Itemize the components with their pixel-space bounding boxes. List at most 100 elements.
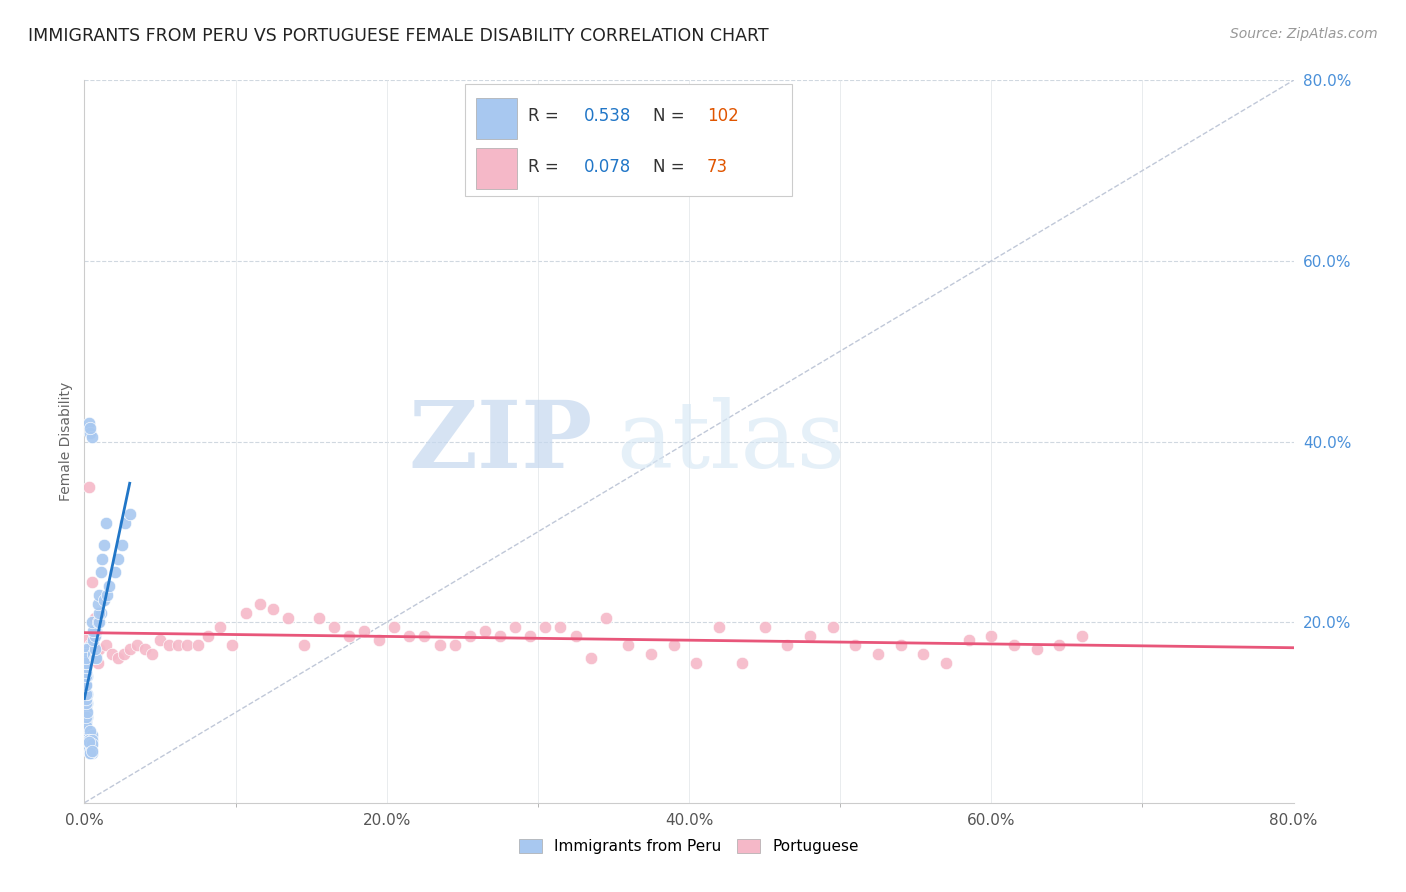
Point xyxy=(685,656,707,670)
Point xyxy=(97,579,120,593)
Point xyxy=(75,656,97,670)
Point xyxy=(640,647,662,661)
Point xyxy=(86,647,108,661)
Text: 0.538: 0.538 xyxy=(583,107,631,126)
Point xyxy=(75,647,97,661)
Point xyxy=(76,710,98,724)
Point xyxy=(776,638,799,652)
Point xyxy=(209,620,232,634)
Point xyxy=(337,629,360,643)
FancyBboxPatch shape xyxy=(477,148,517,189)
Point xyxy=(731,656,754,670)
Point xyxy=(80,615,103,630)
Point xyxy=(292,638,315,652)
Point xyxy=(75,687,97,701)
Point xyxy=(429,638,451,652)
Point xyxy=(75,648,97,663)
Point xyxy=(197,629,219,643)
Point xyxy=(96,588,118,602)
Point xyxy=(617,638,640,652)
Point xyxy=(844,638,866,652)
Y-axis label: Female Disability: Female Disability xyxy=(59,382,73,501)
Text: R =: R = xyxy=(529,107,558,126)
Point xyxy=(709,620,731,634)
Point xyxy=(76,669,98,683)
Point xyxy=(89,642,111,657)
Point xyxy=(80,744,103,758)
Point xyxy=(104,566,127,580)
Point xyxy=(75,687,97,701)
Text: atlas: atlas xyxy=(616,397,845,486)
Point xyxy=(94,516,117,530)
Point xyxy=(76,706,98,720)
Point xyxy=(1002,638,1025,652)
Point xyxy=(90,606,112,620)
Point xyxy=(77,649,100,664)
Point xyxy=(75,656,97,670)
Point xyxy=(75,732,97,747)
Point xyxy=(75,678,97,692)
Text: R =: R = xyxy=(529,158,558,176)
Point xyxy=(75,656,97,670)
Point xyxy=(80,574,103,589)
Point xyxy=(79,425,101,440)
Point xyxy=(89,615,111,630)
Point xyxy=(75,660,97,674)
Point xyxy=(398,629,420,643)
Point xyxy=(76,737,98,751)
Point xyxy=(77,417,100,431)
Text: 73: 73 xyxy=(707,158,728,176)
Point xyxy=(75,714,97,729)
Point xyxy=(75,651,97,665)
Point xyxy=(75,647,97,661)
Point xyxy=(86,651,108,665)
Point xyxy=(564,629,586,643)
Point xyxy=(107,552,129,566)
Point xyxy=(221,638,243,652)
Point xyxy=(107,651,129,665)
Point xyxy=(112,647,135,661)
Point xyxy=(308,610,330,624)
Point xyxy=(235,606,257,620)
Point xyxy=(77,737,100,751)
Point xyxy=(77,732,100,747)
Point xyxy=(91,552,114,566)
Point xyxy=(80,430,103,444)
Point xyxy=(935,656,957,670)
Point xyxy=(82,624,104,639)
Point xyxy=(76,651,98,665)
Point xyxy=(489,629,512,643)
Point xyxy=(84,629,107,643)
FancyBboxPatch shape xyxy=(477,97,517,139)
Point xyxy=(76,642,98,657)
Point xyxy=(86,624,108,639)
Point xyxy=(176,638,198,652)
Point xyxy=(519,629,541,643)
Point xyxy=(595,610,617,624)
Point xyxy=(75,697,97,711)
Point xyxy=(662,638,685,652)
Point xyxy=(79,638,101,652)
Point xyxy=(277,610,299,624)
Point xyxy=(413,629,436,643)
Point xyxy=(77,649,100,664)
Point xyxy=(82,633,104,648)
Point xyxy=(322,620,344,634)
Point xyxy=(1047,638,1070,652)
Point xyxy=(503,620,526,634)
Point xyxy=(77,732,100,747)
Point xyxy=(75,737,97,751)
Point xyxy=(75,656,97,670)
Point xyxy=(75,701,97,715)
Point xyxy=(382,620,405,634)
Point xyxy=(75,642,97,657)
Point xyxy=(249,597,271,611)
Point xyxy=(912,647,935,661)
Point xyxy=(957,633,980,648)
Point xyxy=(89,606,111,620)
Point xyxy=(76,651,98,665)
Point xyxy=(443,638,465,652)
Point xyxy=(79,421,101,435)
Point xyxy=(77,640,100,655)
Point xyxy=(75,669,97,683)
